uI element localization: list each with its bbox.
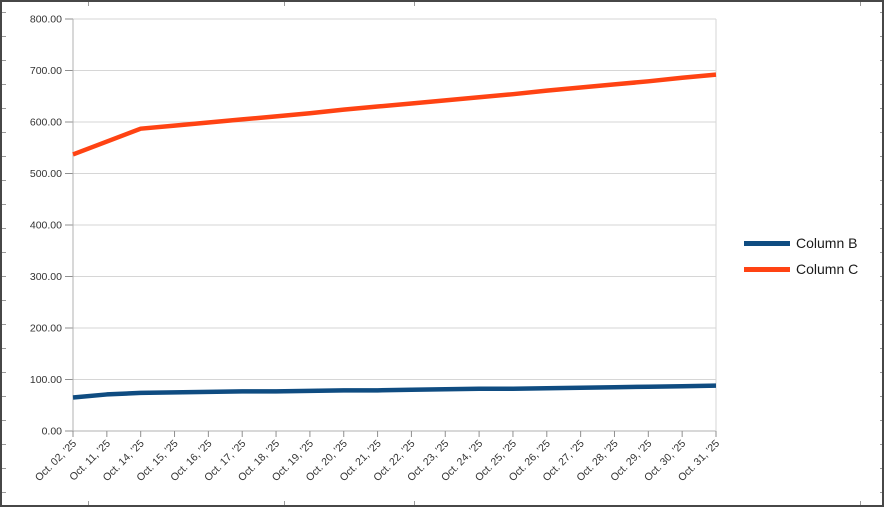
grid-edge-tick <box>2 324 6 325</box>
grid-edge-tick <box>2 276 6 277</box>
grid-edge-tick <box>2 60 6 61</box>
grid-edge-tick <box>88 2 89 6</box>
grid-edge-tick <box>2 348 6 349</box>
grid-edge-tick <box>2 444 6 445</box>
y-axis-label: 600.00 <box>30 117 62 129</box>
grid-edge-tick <box>2 84 6 85</box>
grid-edge-tick <box>2 468 6 469</box>
grid-edge-tick <box>880 396 882 397</box>
legend-entry: Column C <box>744 256 858 282</box>
y-axis-label: 300.00 <box>30 271 62 283</box>
grid-edge-tick <box>880 60 882 61</box>
grid-edge-tick <box>2 156 6 157</box>
grid-edge-tick <box>2 300 6 301</box>
grid-edge-tick <box>284 501 285 505</box>
grid-edge-tick <box>880 324 882 325</box>
grid-edge-tick <box>880 12 882 13</box>
y-axis-label: 0.00 <box>42 426 63 438</box>
grid-edge-tick <box>880 156 882 157</box>
grid-edge-tick <box>880 348 882 349</box>
grid-edge-tick <box>880 276 882 277</box>
grid-edge-tick <box>2 132 6 133</box>
y-axis-label: 700.00 <box>30 65 62 77</box>
legend-line-swatch <box>744 240 790 246</box>
y-axis-label: 200.00 <box>30 323 62 335</box>
grid-edge-tick <box>880 108 882 109</box>
grid-edge-tick <box>2 372 6 373</box>
y-axis-label: 800.00 <box>30 14 62 26</box>
grid-edge-tick <box>880 444 882 445</box>
grid-edge-tick <box>2 204 6 205</box>
grid-edge-tick <box>880 420 882 421</box>
grid-edge-tick <box>880 468 882 469</box>
chart-legend: Column B Column C <box>744 230 858 282</box>
grid-edge-tick <box>2 396 6 397</box>
grid-edge-tick <box>414 2 415 6</box>
grid-edge-tick <box>880 132 882 133</box>
grid-edge-tick <box>880 372 882 373</box>
grid-edge-tick <box>2 36 6 37</box>
grid-edge-tick <box>880 84 882 85</box>
grid-edge-tick <box>880 204 882 205</box>
grid-edge-tick <box>2 180 6 181</box>
y-axis-label: 400.00 <box>30 220 62 232</box>
y-axis-label: 100.00 <box>30 374 62 386</box>
grid-edge-tick <box>2 492 6 493</box>
grid-edge-tick <box>2 12 6 13</box>
legend-label: Column B <box>796 235 858 251</box>
grid-edge-tick <box>284 2 285 6</box>
grid-edge-tick <box>880 36 882 37</box>
series-line-column-b <box>72 383 717 400</box>
grid-edge-tick <box>880 252 882 253</box>
grid-edge-tick <box>880 492 882 493</box>
grid-edge-tick <box>860 2 861 6</box>
grid-edge-tick <box>88 501 89 505</box>
grid-edge-tick <box>880 180 882 181</box>
y-axis-label: 500.00 <box>30 168 62 180</box>
grid-edge-tick <box>2 420 6 421</box>
series-line-column-c <box>72 72 717 157</box>
grid-edge-tick <box>860 501 861 505</box>
grid-edge-tick <box>880 228 882 229</box>
legend-entry: Column B <box>744 230 858 256</box>
grid-edge-tick <box>2 252 6 253</box>
grid-edge-tick <box>2 108 6 109</box>
grid-edge-tick <box>2 228 6 229</box>
legend-line-swatch <box>744 266 790 272</box>
legend-label: Column C <box>796 261 859 277</box>
grid-edge-tick <box>414 501 415 505</box>
grid-edge-tick <box>880 300 882 301</box>
